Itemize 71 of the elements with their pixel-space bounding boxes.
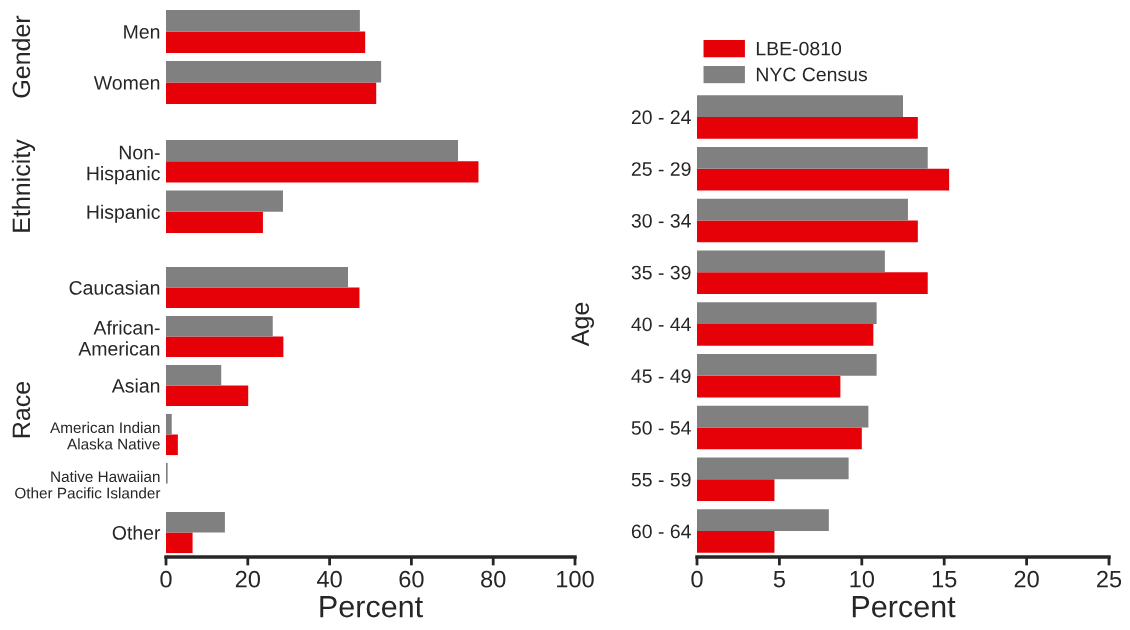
y-tick-label: 55 - 59 xyxy=(631,472,691,487)
bar xyxy=(166,211,263,233)
bar xyxy=(697,168,950,191)
bar xyxy=(697,198,908,221)
bar xyxy=(166,140,459,162)
bar xyxy=(697,479,775,502)
bar xyxy=(166,434,178,456)
y-tick-label: 40 - 44 xyxy=(631,317,691,332)
y-tick-label: 50 - 54 xyxy=(631,421,691,435)
bar xyxy=(166,532,193,554)
bar xyxy=(166,266,349,288)
x-tick-label: 80 xyxy=(481,570,506,588)
legend-label: NYC Census xyxy=(756,67,868,82)
x-tick-label: 10 xyxy=(850,570,875,588)
y-tick-label: 35 - 39 xyxy=(631,265,691,280)
y-axis-title: Race xyxy=(12,381,31,438)
y-tick-label: African- American xyxy=(78,320,160,356)
y-tick-label: 45 - 49 xyxy=(631,369,691,384)
bar xyxy=(166,413,172,435)
x-tick-label: 60 xyxy=(399,570,424,588)
y-tick-label: American Indian Alaska Native xyxy=(50,421,160,450)
bar xyxy=(697,405,869,428)
y-tick-label: Non- Hispanic xyxy=(87,145,160,185)
bar xyxy=(166,364,222,386)
bar xyxy=(166,511,225,533)
x-tick-label: 0 xyxy=(691,570,703,588)
x-axis-title: Percent xyxy=(852,596,956,618)
bar xyxy=(697,95,903,117)
x-tick-label: 0 xyxy=(160,570,172,588)
bar xyxy=(697,116,918,139)
y-tick-label: Women xyxy=(93,76,160,90)
y-tick-label: Men xyxy=(124,25,160,39)
y-tick-label: Native Hawaiian Other Pacific Islander xyxy=(15,470,161,499)
y-axis-title: Age xyxy=(571,302,594,347)
bar xyxy=(697,324,874,346)
y-tick-label: Caucasian xyxy=(69,280,160,295)
x-tick-label: 20 xyxy=(235,570,261,588)
bar xyxy=(166,315,273,337)
y-tick-label: 20 - 24 xyxy=(631,110,691,125)
bar xyxy=(697,531,775,553)
bar xyxy=(166,161,479,183)
bar xyxy=(697,250,885,273)
bar xyxy=(697,509,829,532)
bar xyxy=(697,457,849,480)
x-tick-label: 100 xyxy=(557,570,594,588)
x-tick-label: 25 xyxy=(1097,570,1122,588)
x-tick-label: 40 xyxy=(317,570,342,588)
bar xyxy=(697,375,841,398)
y-axis-title: Gender xyxy=(11,15,31,98)
y-tick-label: Asian xyxy=(111,378,160,393)
bar xyxy=(697,220,918,243)
y-tick-label: 60 - 64 xyxy=(631,524,691,539)
bar xyxy=(166,190,283,212)
x-tick-label: 20 xyxy=(1014,570,1039,588)
bar xyxy=(697,302,877,324)
y-tick-label: Other xyxy=(112,525,161,540)
bar xyxy=(166,385,249,407)
bar xyxy=(697,354,877,376)
bar xyxy=(166,336,284,358)
x-tick-label: 5 xyxy=(773,571,785,588)
bar xyxy=(697,146,928,169)
y-axis-title: Ethnicity xyxy=(11,139,36,232)
x-axis-title: Percent xyxy=(320,596,423,618)
y-tick-label: Hispanic xyxy=(87,204,160,223)
legend-label: LBE-0810 xyxy=(756,41,842,56)
y-tick-label: 30 - 34 xyxy=(631,213,691,228)
bar xyxy=(697,272,928,294)
bar xyxy=(697,427,862,450)
x-tick-label: 15 xyxy=(932,571,957,588)
y-tick-label: 25 - 29 xyxy=(631,162,691,176)
bar xyxy=(166,287,360,309)
